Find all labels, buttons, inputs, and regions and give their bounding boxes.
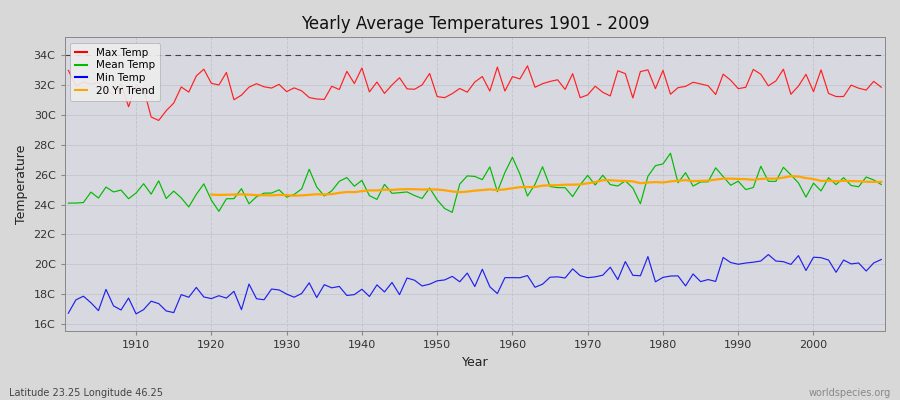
Title: Yearly Average Temperatures 1901 - 2009: Yearly Average Temperatures 1901 - 2009	[301, 15, 649, 33]
Text: worldspecies.org: worldspecies.org	[809, 388, 891, 398]
Y-axis label: Temperature: Temperature	[15, 145, 28, 224]
X-axis label: Year: Year	[462, 356, 488, 369]
Legend: Max Temp, Mean Temp, Min Temp, 20 Yr Trend: Max Temp, Mean Temp, Min Temp, 20 Yr Tre…	[70, 42, 160, 101]
Text: Latitude 23.25 Longitude 46.25: Latitude 23.25 Longitude 46.25	[9, 388, 163, 398]
